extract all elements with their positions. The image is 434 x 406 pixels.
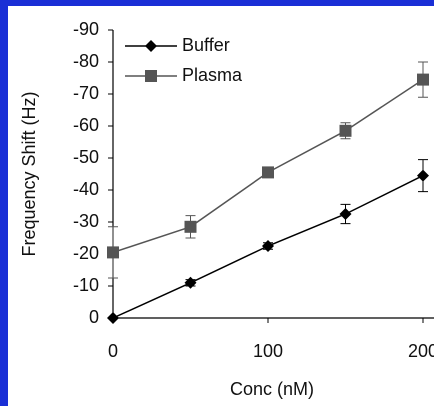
- marker: [107, 312, 119, 324]
- series-line: [112, 78, 424, 254]
- marker: [417, 73, 429, 86]
- marker: [262, 240, 274, 252]
- marker: [339, 124, 352, 137]
- y-tick-label: 0: [89, 307, 99, 327]
- marker: [145, 70, 157, 82]
- marker: [184, 220, 197, 233]
- y-tick-label: -60: [73, 115, 99, 135]
- marker: [145, 40, 157, 52]
- frame-top: [0, 0, 434, 6]
- y-tick-label: -40: [73, 179, 99, 199]
- y-tick-label: -90: [73, 19, 99, 39]
- y-tick-label: -20: [73, 243, 99, 263]
- y-tick-label: -70: [73, 83, 99, 103]
- x-tick-label: 100: [253, 341, 283, 361]
- marker: [107, 246, 119, 259]
- x-axis-label: Conc (nM): [230, 379, 314, 399]
- marker: [339, 208, 352, 220]
- legend-label: Plasma: [182, 65, 243, 85]
- frame-left: [0, 0, 8, 406]
- marker: [417, 169, 429, 182]
- y-tick-label: -10: [73, 275, 99, 295]
- y-tick-label: -30: [73, 211, 99, 231]
- legend-label: Buffer: [182, 35, 230, 55]
- x-tick-label: 200: [408, 341, 434, 361]
- x-tick-label: 0: [108, 341, 118, 361]
- marker: [262, 166, 274, 179]
- marker: [184, 276, 197, 289]
- y-tick-label: -80: [73, 51, 99, 71]
- y-tick-label: -50: [73, 147, 99, 167]
- y-axis-label: Frequency Shift (Hz): [19, 91, 39, 256]
